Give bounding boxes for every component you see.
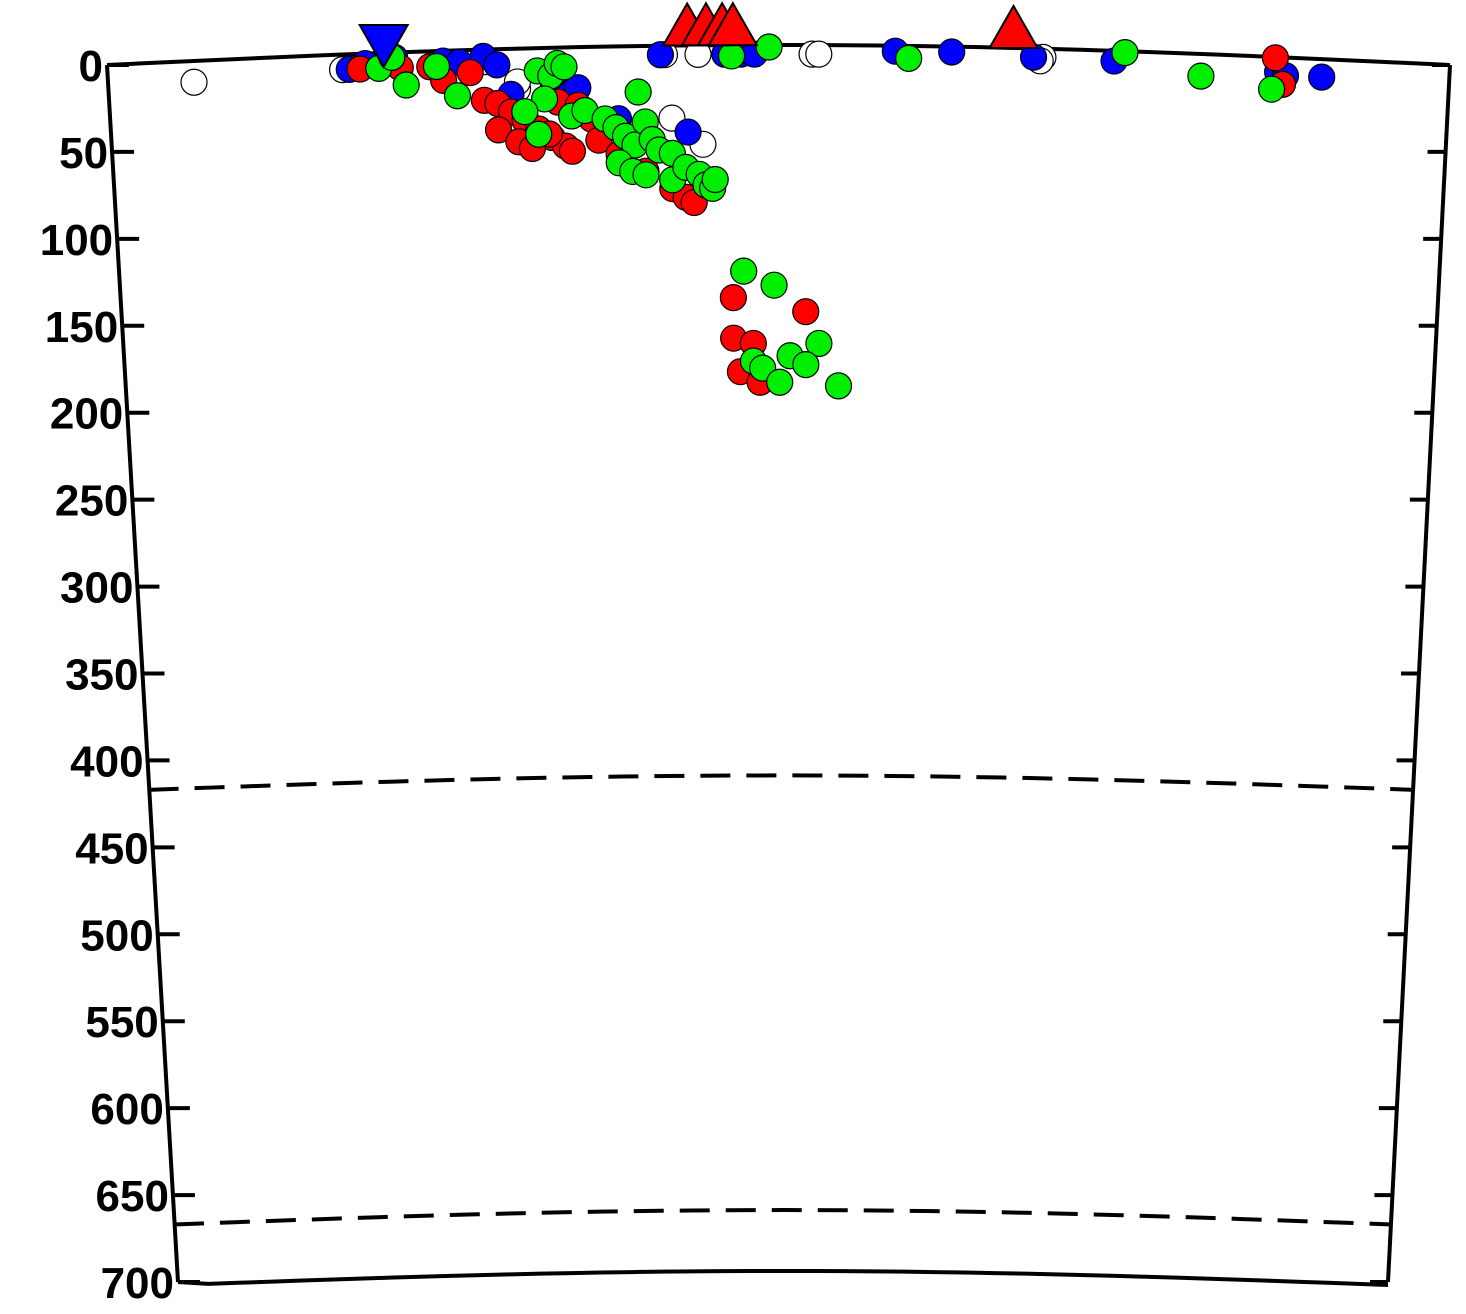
earthquake-points [180,33,1336,400]
event-point [792,298,820,326]
y-tick-label: 550 [85,998,158,1047]
event-point [674,118,702,146]
event-point [824,372,853,400]
event-point [938,38,966,66]
y-tick-label: 100 [40,216,113,265]
event-point [717,42,746,70]
trench-marker [357,23,410,69]
surface-markers [357,1,1040,69]
y-tick-label: 600 [90,1085,163,1134]
event-point [755,33,783,61]
discontinuity-dashed-line [148,773,1414,792]
event-point [392,71,420,99]
y-tick-label: 500 [80,911,153,960]
y-tick-label: 700 [101,1259,174,1308]
event-point [422,52,451,81]
plot-frame [105,42,1452,1287]
y-tick-label: 50 [59,129,108,178]
event-point [511,98,539,126]
event-point [632,161,660,189]
event-point [624,78,652,106]
event-point [1111,38,1139,67]
event-point [525,120,553,148]
event-point [792,350,820,379]
event-point [1261,44,1290,72]
event-point [1308,63,1336,91]
y-tick-label: 150 [45,303,118,352]
event-point [443,82,472,110]
event-point [530,85,559,113]
y-axis-ticks [107,63,1450,1284]
event-point [766,368,794,396]
event-point [760,271,788,299]
event-point [180,68,208,96]
event-point [646,41,675,69]
event-point [895,44,923,73]
event-point [550,53,578,81]
frame-bottom-arc [177,1268,1389,1287]
event-point [558,137,587,165]
event-point [701,165,729,194]
y-tick-label: 450 [75,824,148,873]
y-axis-tick-labels: 0 50 100 150 200 250 300 350 400 450 500 550 600 650 7… [40,42,174,1308]
event-point [484,116,513,144]
event-point [1187,62,1215,90]
y-tick-label: 200 [50,390,123,439]
volcano-marker [987,3,1040,49]
event-point [456,58,484,87]
y-tick-label: 300 [60,564,133,613]
y-tick-label: 350 [65,651,138,700]
y-tick-label: 250 [55,477,128,526]
y-tick-label: 650 [96,1172,169,1221]
event-point [1257,75,1286,103]
discontinuity-lines [148,773,1414,1227]
event-point [730,257,758,285]
y-tick-label: 0 [79,42,103,91]
volcano-marker [707,1,759,47]
event-point [805,329,833,358]
y-tick-label: 400 [70,737,143,786]
event-point [805,40,833,68]
discontinuity-dashed-line [173,1208,1392,1227]
event-point [483,51,511,79]
event-point [719,284,747,312]
